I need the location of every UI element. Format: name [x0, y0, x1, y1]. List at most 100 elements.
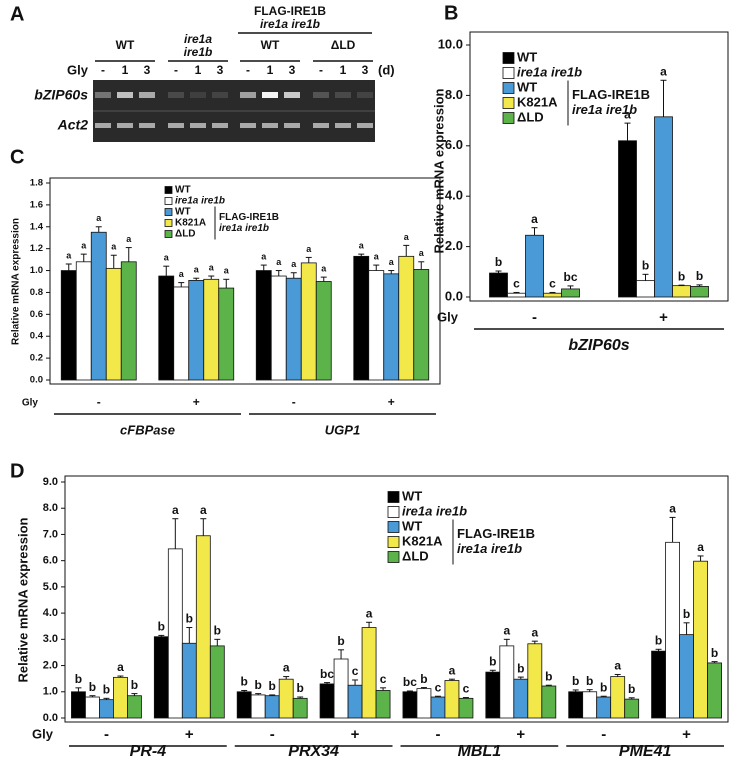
gel-band	[240, 92, 256, 98]
bar	[99, 699, 114, 719]
legend-label: WT	[517, 49, 537, 64]
bar	[444, 680, 460, 719]
bar	[315, 281, 332, 381]
legend-label: K821A	[402, 533, 443, 548]
significance-letter: a	[164, 253, 170, 263]
bar	[264, 695, 280, 719]
significance-letter: b	[103, 683, 110, 697]
gel-band	[212, 123, 228, 128]
gel-group-label: ire1b	[184, 45, 213, 59]
bar	[236, 691, 252, 719]
significance-letter: a	[291, 259, 297, 269]
panel-label: D	[10, 460, 24, 482]
gel-lane-label: 1	[195, 63, 202, 77]
significance-letter: a	[660, 64, 667, 78]
significance-letter: a	[531, 625, 538, 639]
significance-letter: a	[283, 661, 290, 675]
significance-letter: a	[117, 660, 124, 674]
gel-group-label: WT	[116, 38, 135, 52]
significance-letter: b	[241, 675, 248, 689]
significance-letter: b	[655, 633, 662, 647]
bar	[319, 683, 335, 719]
significance-letter: a	[419, 248, 425, 258]
significance-letter: bc	[320, 667, 334, 681]
significance-letter: b	[297, 681, 304, 695]
x-tick-label: -	[270, 726, 275, 743]
bar	[507, 292, 526, 298]
legend-swatch	[387, 506, 400, 518]
y-tick-label: 10.0	[438, 36, 463, 51]
y-tick-label: 0.0	[30, 375, 43, 386]
y-tick-label: 1.4	[30, 221, 44, 232]
bar	[618, 140, 637, 298]
bar	[255, 270, 272, 381]
legend-label: ire1a ire1b	[175, 196, 225, 207]
bar	[333, 658, 349, 719]
bar	[665, 541, 680, 719]
bar	[707, 662, 722, 719]
gel-band-label: Act2	[57, 117, 89, 133]
x-tick-label: -	[97, 395, 101, 409]
y-tick-label: 3.0	[43, 633, 58, 645]
legend-swatch	[502, 112, 515, 124]
gel-lane-label: 1	[267, 63, 274, 77]
significance-letter: b	[89, 680, 96, 694]
x-tick-label: -	[532, 309, 537, 326]
gel-band	[335, 123, 351, 128]
x-tick-label: +	[185, 726, 194, 743]
legend-group-label: FLAG-IRE1B	[457, 526, 535, 541]
gel-band	[117, 123, 133, 128]
bar	[693, 560, 708, 719]
legend-label: WT	[175, 207, 191, 218]
gel-band	[190, 92, 206, 98]
gene-label: PRX34	[288, 743, 339, 760]
bar	[113, 676, 128, 719]
significance-letter: b	[678, 269, 685, 283]
bar	[285, 277, 302, 381]
gel-band	[262, 123, 278, 128]
bar	[195, 535, 211, 719]
gel-band	[190, 123, 206, 128]
bar	[413, 269, 430, 381]
bar	[383, 273, 400, 381]
gel-band	[139, 92, 155, 98]
bar	[153, 636, 169, 719]
bar	[173, 286, 190, 381]
x-tick-label: -	[104, 726, 109, 743]
gel-header: FLAG-IRE1B	[254, 4, 326, 18]
significance-letter: a	[81, 241, 87, 251]
bar	[499, 645, 515, 719]
significance-letter: b	[545, 669, 552, 683]
bar	[541, 685, 557, 719]
significance-letter: b	[642, 258, 649, 272]
bar	[90, 231, 107, 381]
gel-band	[95, 92, 111, 98]
bar	[596, 696, 612, 719]
significance-letter: b	[600, 680, 607, 694]
gel-band	[117, 92, 133, 98]
gel-row-label: Gly	[67, 62, 89, 77]
legend-swatch	[502, 67, 515, 79]
significance-letter: a	[209, 262, 215, 272]
x-tick-label: +	[388, 395, 395, 409]
bar	[250, 694, 266, 719]
gene-label: PME41	[619, 743, 672, 760]
significance-letter: a	[359, 241, 365, 251]
legend-label: K821A	[517, 94, 558, 109]
y-tick-label: 7.0	[43, 528, 58, 540]
significance-letter: c	[549, 277, 556, 291]
y-tick-label: 4.0	[43, 607, 58, 619]
bar	[292, 697, 308, 719]
significance-letter: b	[489, 654, 496, 668]
significance-letter: a	[66, 250, 72, 260]
gene-label: MBL1	[458, 743, 502, 760]
y-tick-label: 6.0	[43, 555, 58, 567]
gene-label: cFBPase	[120, 422, 175, 437]
y-tick-label: 9.0	[43, 476, 58, 488]
y-tick-label: 0.2	[30, 353, 43, 364]
y-tick-label: 0.0	[445, 288, 463, 303]
significance-letter: b	[158, 620, 165, 634]
significance-letter: bc	[563, 270, 577, 284]
legend-label: WT	[402, 518, 422, 533]
panel-label: C	[10, 146, 24, 168]
